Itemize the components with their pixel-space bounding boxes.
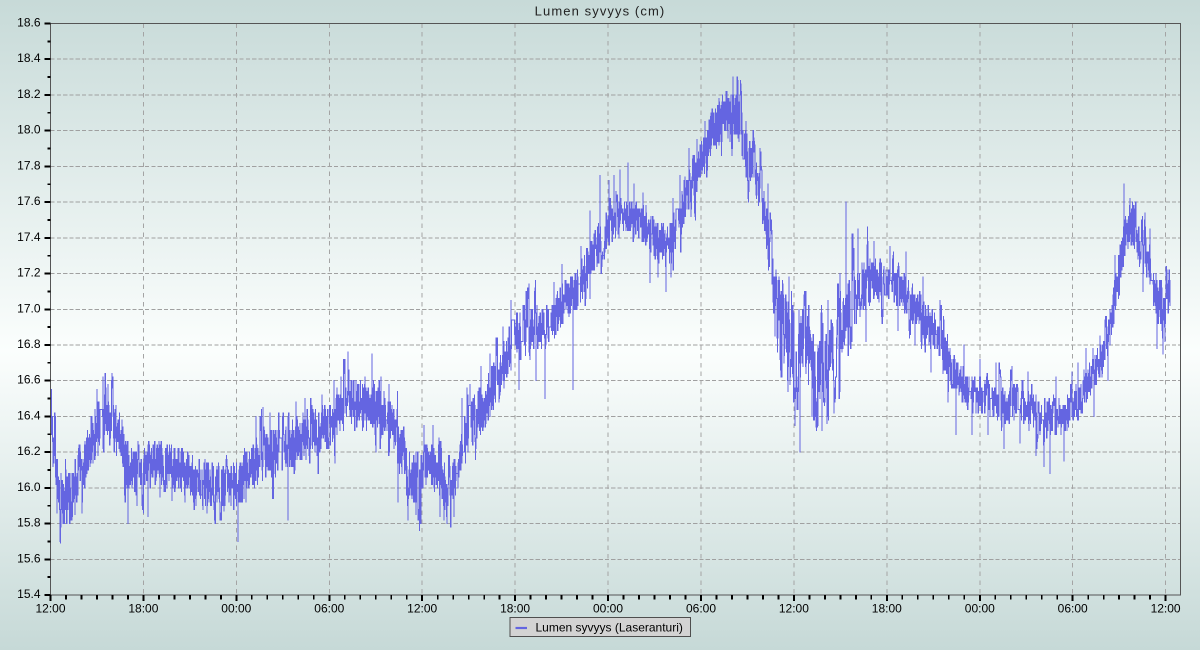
- svg-text:12:00: 12:00: [1151, 602, 1181, 616]
- svg-text:18:00: 18:00: [872, 602, 902, 616]
- svg-text:18.6: 18.6: [17, 16, 41, 30]
- svg-text:12:00: 12:00: [779, 602, 809, 616]
- svg-text:12:00: 12:00: [35, 602, 65, 616]
- svg-text:18:00: 18:00: [500, 602, 530, 616]
- svg-text:18.4: 18.4: [17, 51, 41, 65]
- svg-text:00:00: 00:00: [593, 602, 623, 616]
- svg-text:06:00: 06:00: [314, 602, 344, 616]
- svg-text:Lumen syvyys (Laseranturi): Lumen syvyys (Laseranturi): [536, 620, 683, 634]
- svg-text:18.0: 18.0: [17, 123, 41, 137]
- svg-text:Lumen syvyys (cm): Lumen syvyys (cm): [535, 4, 666, 19]
- svg-text:06:00: 06:00: [686, 602, 716, 616]
- svg-text:16.0: 16.0: [17, 480, 41, 494]
- svg-text:12:00: 12:00: [407, 602, 437, 616]
- svg-text:17.2: 17.2: [17, 266, 41, 280]
- svg-text:16.8: 16.8: [17, 337, 41, 351]
- svg-text:00:00: 00:00: [965, 602, 995, 616]
- svg-text:00:00: 00:00: [221, 602, 251, 616]
- svg-text:18:00: 18:00: [128, 602, 158, 616]
- svg-text:17.4: 17.4: [17, 230, 41, 244]
- svg-text:17.6: 17.6: [17, 194, 41, 208]
- svg-text:15.4: 15.4: [17, 587, 41, 601]
- svg-text:17.0: 17.0: [17, 301, 41, 315]
- svg-text:18.2: 18.2: [17, 87, 41, 101]
- svg-text:16.6: 16.6: [17, 373, 41, 387]
- svg-text:16.4: 16.4: [17, 408, 41, 422]
- svg-text:16.2: 16.2: [17, 444, 41, 458]
- svg-text:15.8: 15.8: [17, 516, 41, 530]
- svg-text:06:00: 06:00: [1058, 602, 1088, 616]
- svg-text:17.8: 17.8: [17, 158, 41, 172]
- svg-text:15.6: 15.6: [17, 551, 41, 565]
